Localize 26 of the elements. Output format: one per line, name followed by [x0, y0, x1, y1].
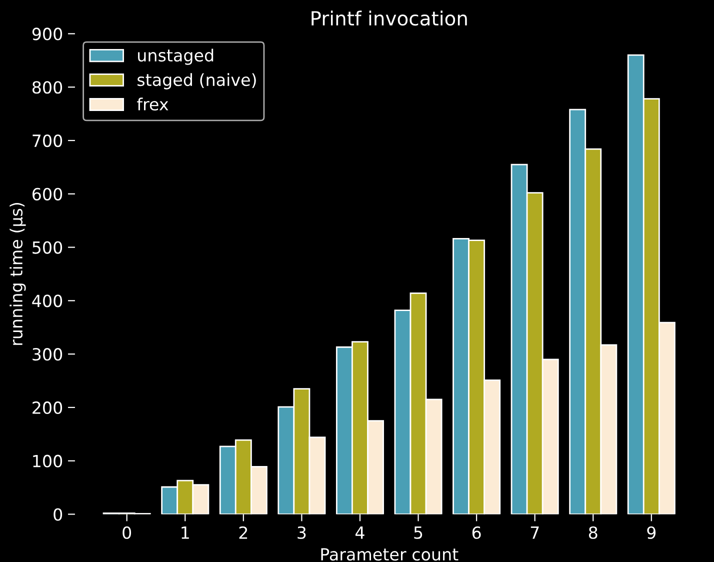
x-tick-label: 0 — [122, 526, 132, 539]
x-tick-label: 1 — [182, 526, 189, 539]
y-tick-label: 600 — [32, 188, 62, 200]
x-tick-label: 4 — [356, 526, 364, 539]
legend-label: frex — [137, 98, 168, 111]
chart-title: Printf invocation — [312, 10, 467, 26]
y-tick-label: 500 — [32, 241, 62, 254]
x-tick-label: 9 — [647, 526, 656, 539]
y-tick-label: 100 — [33, 454, 62, 468]
x-tick-label: 2 — [239, 526, 248, 539]
legend-label: staged (naive) — [138, 73, 256, 90]
y-tick-label: 700 — [32, 134, 62, 148]
legend-label: unstaged — [138, 48, 214, 65]
x-tick-label: 8 — [588, 526, 598, 539]
x-axis-title: Parameter count — [321, 548, 458, 561]
y-tick-label: 800 — [32, 81, 62, 94]
y-tick-label: 200 — [32, 401, 62, 414]
x-tick-label: 6 — [472, 526, 481, 539]
y-tick-label: 900 — [32, 28, 62, 40]
y-axis-title: running time (μs) — [10, 202, 26, 345]
x-tick-label: 3 — [298, 526, 306, 539]
y-tick-label: 300 — [32, 348, 62, 361]
y-tick-label: 400 — [32, 294, 62, 308]
y-tick-label: 0 — [54, 508, 62, 521]
x-tick-label: 5 — [414, 526, 422, 539]
x-tick-label: 7 — [530, 526, 539, 539]
